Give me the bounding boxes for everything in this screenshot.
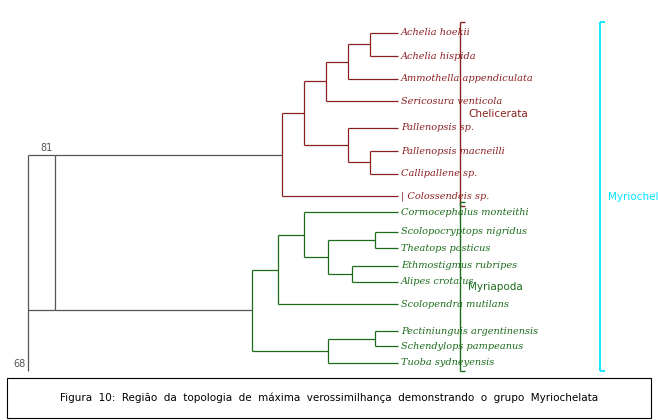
Text: Cormocephalus monteithi: Cormocephalus monteithi (401, 208, 528, 217)
Text: Ethmostigmus rubripes: Ethmostigmus rubripes (401, 261, 517, 270)
Text: Achelia hoekii: Achelia hoekii (401, 28, 470, 37)
Text: Myriochelata: Myriochelata (608, 192, 658, 202)
Text: 81: 81 (41, 143, 53, 152)
Text: Achelia hispida: Achelia hispida (401, 52, 476, 60)
Text: Scolopocryptops nigridus: Scolopocryptops nigridus (401, 227, 527, 236)
FancyBboxPatch shape (7, 378, 651, 418)
Text: Sericosura venticola: Sericosura venticola (401, 97, 502, 106)
Text: 68: 68 (14, 359, 26, 369)
Text: Theatops posticus: Theatops posticus (401, 244, 490, 253)
Text: Callipallene sp.: Callipallene sp. (401, 169, 477, 178)
Text: Myriapoda: Myriapoda (468, 281, 522, 291)
Text: Scolopendra mutilans: Scolopendra mutilans (401, 300, 509, 309)
Text: Tuoba sydneyensis: Tuoba sydneyensis (401, 358, 494, 367)
Text: Chelicerata: Chelicerata (468, 110, 528, 119)
Text: | Colossendeis sp.: | Colossendeis sp. (401, 192, 490, 201)
Text: Pallenopsis sp.: Pallenopsis sp. (401, 123, 474, 132)
Text: Schendylops pampeanus: Schendylops pampeanus (401, 342, 523, 351)
Text: Pallenopsis macneilli: Pallenopsis macneilli (401, 147, 505, 156)
Text: Figura  10:  Região  da  topologia  de  máxima  verossimilhança  demonstrando  o: Figura 10: Região da topologia de máxima… (60, 393, 598, 403)
Text: Ammothella appendiculata: Ammothella appendiculata (401, 74, 534, 83)
Text: Alipes crotalus: Alipes crotalus (401, 278, 474, 286)
Text: Pectiniunguis argentinensis: Pectiniunguis argentinensis (401, 326, 538, 336)
